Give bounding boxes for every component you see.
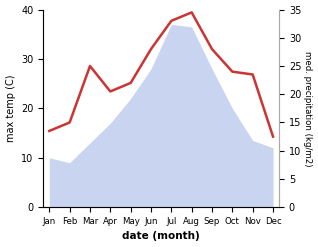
X-axis label: date (month): date (month)	[122, 231, 200, 242]
Y-axis label: max temp (C): max temp (C)	[5, 75, 16, 142]
Y-axis label: med. precipitation (kg/m2): med. precipitation (kg/m2)	[303, 51, 313, 166]
